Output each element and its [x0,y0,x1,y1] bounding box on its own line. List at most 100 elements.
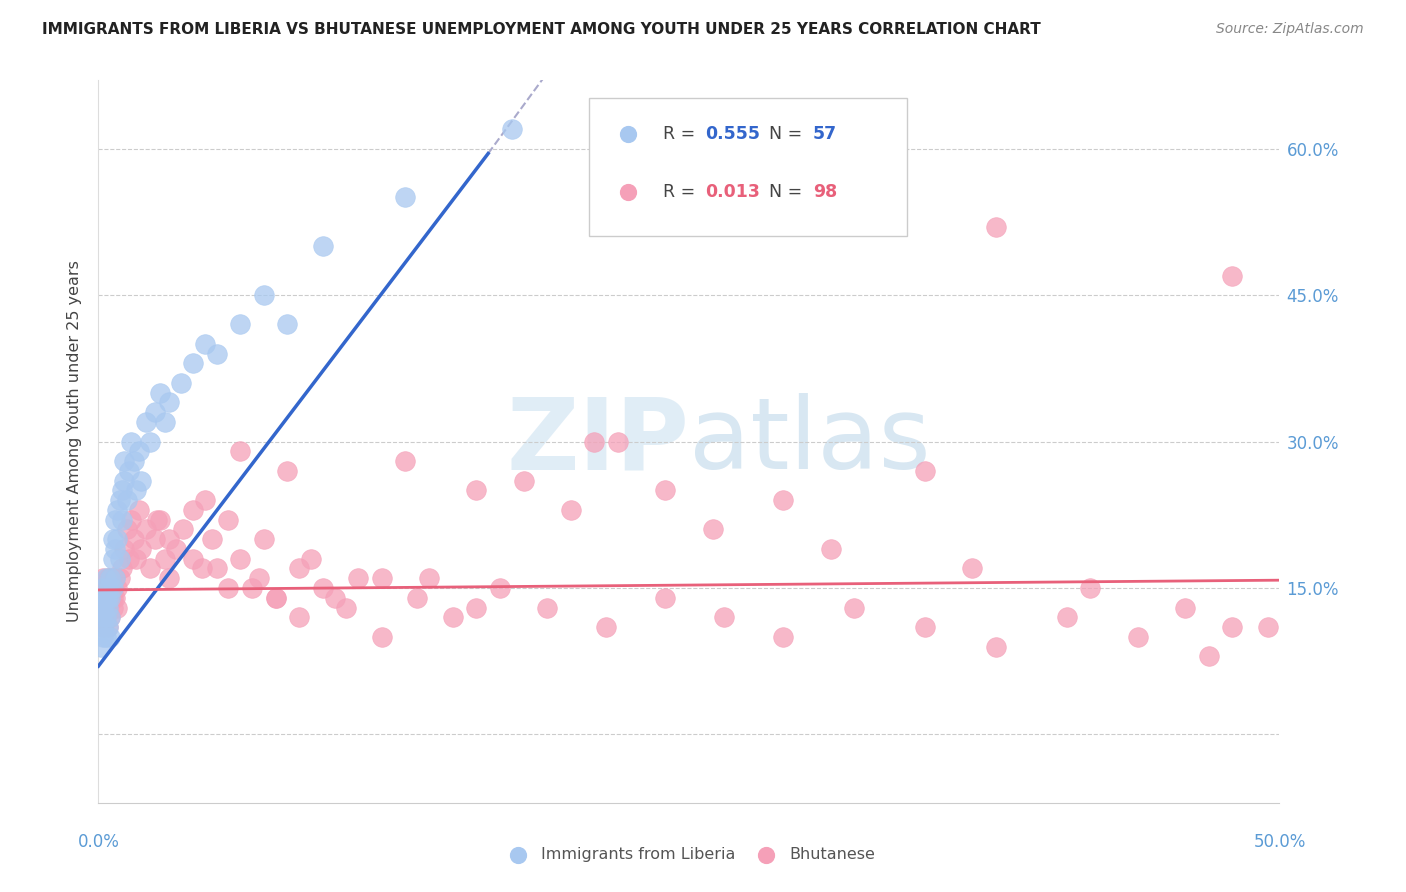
Point [139,561,162,575]
Text: 98: 98 [813,183,837,202]
Point [125,551,148,566]
Point [94,610,117,624]
Point [97,571,120,585]
Point [418,571,440,585]
Point [914,620,936,634]
Point [143,532,166,546]
Point [229,318,252,332]
Point [90,640,112,654]
Point [94,581,117,595]
Point [135,523,157,537]
Point [139,434,162,449]
Point [115,523,138,537]
Point [371,571,394,585]
Point [111,561,134,575]
Point [104,571,127,585]
Point [312,239,335,253]
Point [97,581,120,595]
Point [104,571,127,585]
Point [288,610,311,624]
Point [90,581,112,595]
Point [90,591,112,605]
Point [94,591,117,605]
Point [104,591,127,605]
Point [122,532,145,546]
Point [713,610,735,624]
Point [91,581,114,595]
Point [104,513,127,527]
Point [194,337,217,351]
Point [90,591,112,605]
Point [181,551,204,566]
Point [441,610,464,624]
Point [229,551,252,566]
Point [91,600,114,615]
Text: 0.0%: 0.0% [77,833,120,851]
Point [101,551,124,566]
Text: 0.013: 0.013 [706,183,761,202]
Point [1174,600,1197,615]
Point [90,610,112,624]
Point [201,532,224,546]
Text: ZIP: ZIP [506,393,689,490]
Point [98,571,121,585]
Point [347,571,370,585]
Point [820,541,842,556]
Point [101,581,124,595]
Point [247,571,270,585]
Point [595,620,617,634]
Point [91,571,114,585]
Point [118,464,141,478]
Point [129,474,152,488]
Point [914,464,936,478]
Point [94,571,117,585]
Point [94,630,117,644]
Point [335,600,357,615]
Point [165,541,187,556]
Point [1220,268,1243,283]
Point [149,385,172,400]
Point [98,591,121,605]
Point [157,532,180,546]
Point [101,581,124,595]
Point [217,581,239,595]
Point [264,591,287,605]
Point [465,600,488,615]
Point [406,591,429,605]
Point [91,620,114,634]
Point [115,493,138,508]
Point [97,620,120,634]
Point [984,219,1007,234]
Point [205,561,228,575]
Text: Bhutanese: Bhutanese [789,847,875,863]
Point [105,532,128,546]
Point [560,503,582,517]
Point [108,551,131,566]
Point [394,454,416,468]
Point [772,493,794,508]
Point [111,483,134,498]
Point [157,571,180,585]
Point [962,561,984,575]
Point [101,591,124,605]
Point [536,600,558,615]
Point [94,591,117,605]
Point [1080,581,1102,595]
Point [98,571,121,585]
Point [489,581,512,595]
Point [217,513,239,527]
Point [501,122,523,136]
Point [101,532,124,546]
Point [1056,610,1078,624]
Point [122,454,145,468]
FancyBboxPatch shape [589,98,907,235]
Point [90,600,112,615]
Point [108,571,131,585]
Point [654,591,676,605]
Point [105,581,128,595]
Point [240,581,263,595]
Point [170,376,193,390]
Point [512,474,534,488]
Text: R =: R = [664,126,700,144]
Point [772,630,794,644]
